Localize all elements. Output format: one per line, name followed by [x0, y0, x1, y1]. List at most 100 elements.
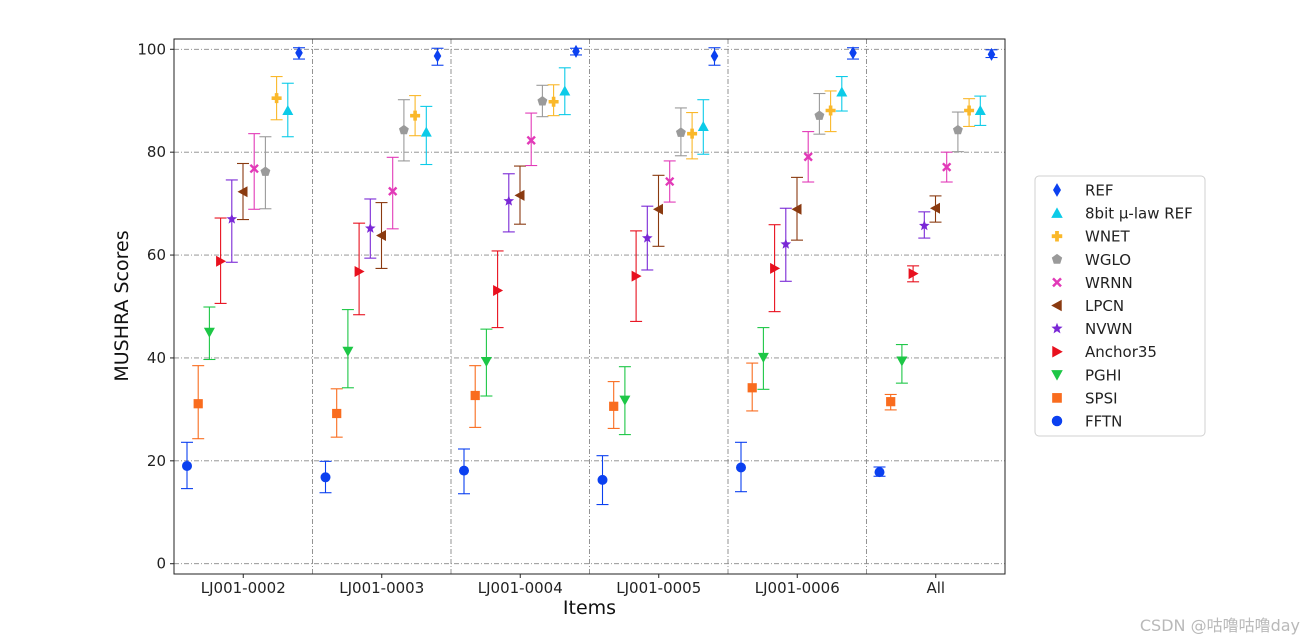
- data-point: [216, 255, 227, 267]
- data-point: [203, 327, 215, 338]
- legend-item-pghi: PGHI: [1051, 366, 1121, 384]
- data-point: [376, 230, 386, 242]
- legend-marker: [1051, 253, 1063, 264]
- y-tick-label: 40: [147, 349, 166, 367]
- data-point: [987, 47, 996, 61]
- y-axis-ticks: 0 20 40 60 80 100: [137, 40, 174, 573]
- x-tick-label: LJ001-0003: [339, 579, 424, 597]
- data-point: [537, 96, 548, 106]
- data-point: [572, 44, 580, 58]
- legend-label: WRNN: [1085, 274, 1133, 292]
- data-point: [964, 105, 975, 116]
- data-point: [675, 127, 686, 137]
- data-point: [388, 186, 398, 196]
- legend-label: LPCN: [1085, 297, 1124, 315]
- legend-label: REF: [1085, 182, 1114, 200]
- legend-marker: [1051, 299, 1062, 312]
- data-point: [559, 85, 571, 96]
- data-point: [295, 46, 303, 60]
- data-point: [514, 189, 525, 201]
- data-point: [747, 383, 757, 393]
- data-point: [791, 203, 802, 215]
- data-point: [665, 176, 675, 187]
- data-point: [597, 474, 608, 485]
- data-point: [226, 213, 238, 224]
- data-point: [836, 86, 848, 97]
- legend-label: 8bit µ-law REF: [1085, 205, 1193, 223]
- data-point: [271, 93, 282, 104]
- data-point: [687, 128, 698, 139]
- data-point: [249, 163, 259, 174]
- data-point: [410, 110, 421, 121]
- data-point: [619, 395, 631, 406]
- data-point: [780, 238, 792, 249]
- series-lpcn: [237, 162, 942, 269]
- y-tick-label: 60: [147, 246, 166, 264]
- data-point: [503, 195, 515, 206]
- y-tick-label: 0: [156, 555, 166, 573]
- legend-label: SPSI: [1085, 389, 1118, 407]
- plot-frame: [173, 38, 1006, 575]
- data-point: [641, 232, 653, 243]
- series-spsi: [192, 362, 897, 440]
- data-point: [697, 120, 709, 131]
- legend-item-8bit-mu-law-ref: 8bit µ-law REF: [1051, 205, 1193, 223]
- legend-item-anchor35: Anchor35: [1052, 343, 1157, 361]
- legend-marker: [1051, 415, 1063, 427]
- data-point: [736, 462, 746, 473]
- x-tick-label: LJ001-0006: [755, 579, 840, 597]
- data-point: [653, 203, 663, 215]
- data-point: [364, 222, 376, 233]
- series-fftn: [181, 441, 886, 506]
- data-point: [548, 96, 559, 107]
- data-point: [332, 408, 342, 419]
- legend-marker: [1052, 277, 1062, 288]
- legend-marker: [1052, 345, 1063, 358]
- legend-item-lpcn: LPCN: [1051, 297, 1124, 315]
- legend-item-wglo: WGLO: [1051, 251, 1131, 269]
- series-ref: [293, 44, 998, 66]
- data-point: [493, 285, 504, 297]
- x-tick-label: All: [926, 579, 945, 597]
- series-wrnn: [248, 112, 953, 230]
- data-point: [182, 460, 192, 471]
- legend-item-wnet: WNET: [1051, 228, 1131, 246]
- data-point: [849, 46, 857, 60]
- data-point: [282, 105, 294, 115]
- data-point: [526, 135, 536, 145]
- x-tick-label: LJ001-0005: [616, 579, 701, 597]
- data-point: [237, 186, 248, 198]
- legend-label: NVWN: [1085, 320, 1133, 338]
- y-tick-label: 80: [147, 143, 166, 161]
- data-point: [710, 49, 719, 63]
- y-axis-label: MUSHRA Scores: [111, 230, 133, 381]
- legend-label: Anchor35: [1085, 343, 1157, 361]
- legend-label: PGHI: [1085, 366, 1121, 384]
- legend: REF 8bit µ-law REF WNET WGLO WRNN LPCN NVWN Anc…: [1034, 175, 1206, 437]
- series-pghi: [203, 306, 908, 436]
- data-point: [470, 390, 480, 401]
- grid-lines: [174, 39, 1005, 574]
- legend-marker: [1053, 183, 1061, 197]
- legend-marker: [1052, 393, 1062, 403]
- data-point: [433, 49, 442, 63]
- series-anchor35: [214, 217, 920, 329]
- data-point: [930, 202, 940, 214]
- data-point: [803, 152, 813, 162]
- data-point: [320, 472, 331, 483]
- legend-item-spsi: SPSI: [1052, 389, 1118, 407]
- data-point: [354, 266, 365, 278]
- series-nvwn: [225, 173, 931, 282]
- data-point: [896, 356, 908, 367]
- series-8bit-mu-law-ref: [281, 67, 987, 166]
- data-point: [342, 346, 354, 357]
- y-tick-label: 20: [147, 452, 166, 470]
- data-point: [420, 126, 432, 137]
- data-point: [398, 124, 409, 135]
- data-point: [908, 268, 919, 280]
- y-tick-label: 100: [137, 40, 166, 58]
- data-point: [886, 397, 896, 407]
- x-axis-ticks: LJ001-0002 LJ001-0003 LJ001-0004 LJ001-0005…: [201, 574, 945, 597]
- data-point: [918, 220, 930, 231]
